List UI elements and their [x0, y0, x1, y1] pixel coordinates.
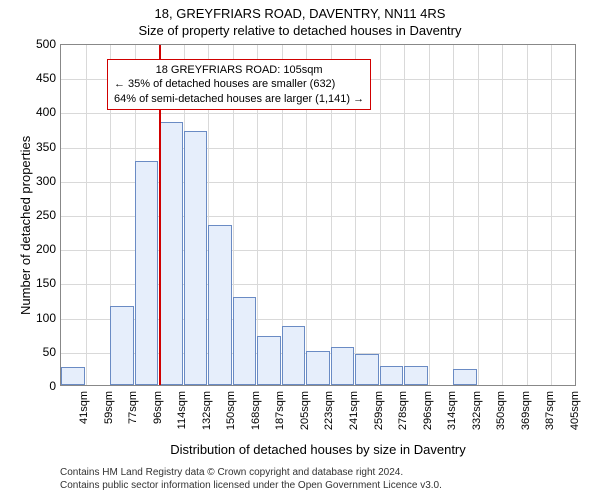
gridline-h — [61, 148, 575, 149]
gridline-v — [527, 45, 528, 385]
y-tick-label: 300 — [26, 174, 56, 188]
footer-line1: Contains HM Land Registry data © Crown c… — [60, 466, 442, 479]
x-tick-label: 241sqm — [348, 391, 360, 441]
histogram-bar — [233, 297, 257, 385]
histogram-bar — [380, 366, 404, 385]
histogram-bar — [159, 122, 183, 385]
callout-line: ← 35% of detached houses are smaller (63… — [114, 77, 364, 91]
y-tick-label: 250 — [26, 208, 56, 222]
x-tick-label: 296sqm — [422, 391, 434, 441]
y-tick-label: 50 — [26, 345, 56, 359]
histogram-bar — [208, 225, 232, 385]
y-tick-label: 100 — [26, 311, 56, 325]
x-tick-label: 77sqm — [127, 391, 139, 441]
y-tick-label: 150 — [26, 276, 56, 290]
x-tick-label: 369sqm — [520, 391, 532, 441]
x-tick-label: 314sqm — [446, 391, 458, 441]
x-tick-label: 114sqm — [176, 391, 188, 441]
gridline-h — [61, 113, 575, 114]
histogram-bar — [306, 351, 330, 385]
histogram-bar — [355, 354, 379, 385]
x-tick-label: 168sqm — [250, 391, 262, 441]
histogram-bar — [331, 347, 355, 385]
page-title-subtitle: Size of property relative to detached ho… — [0, 21, 600, 38]
x-tick-label: 132sqm — [201, 391, 213, 441]
footer-line2: Contains public sector information licen… — [60, 479, 442, 492]
histogram-bar — [61, 367, 85, 385]
histogram-bar — [135, 161, 159, 385]
x-tick-label: 187sqm — [274, 391, 286, 441]
histogram-bar — [282, 326, 306, 386]
x-tick-label: 332sqm — [471, 391, 483, 441]
x-tick-label: 41sqm — [78, 391, 90, 441]
x-tick-label: 223sqm — [323, 391, 335, 441]
y-tick-label: 200 — [26, 242, 56, 256]
gridline-v — [429, 45, 430, 385]
gridline-v — [404, 45, 405, 385]
histogram-bar — [110, 306, 134, 385]
callout-line: 18 GREYFRIARS ROAD: 105sqm — [114, 63, 364, 77]
x-tick-label: 205sqm — [299, 391, 311, 441]
x-tick-label: 96sqm — [152, 391, 164, 441]
x-tick-label: 59sqm — [103, 391, 115, 441]
footer-attribution: Contains HM Land Registry data © Crown c… — [60, 466, 442, 492]
x-axis-label: Distribution of detached houses by size … — [60, 442, 576, 457]
callout-box: 18 GREYFRIARS ROAD: 105sqm← 35% of detac… — [107, 59, 371, 110]
gridline-v — [551, 45, 552, 385]
y-tick-label: 0 — [26, 379, 56, 393]
x-tick-label: 259sqm — [373, 391, 385, 441]
callout-line: 64% of semi-detached houses are larger (… — [114, 92, 364, 106]
gridline-v — [502, 45, 503, 385]
gridline-v — [380, 45, 381, 385]
y-tick-label: 450 — [26, 71, 56, 85]
y-tick-label: 350 — [26, 140, 56, 154]
x-tick-label: 278sqm — [397, 391, 409, 441]
histogram-bar — [453, 369, 477, 385]
y-tick-label: 400 — [26, 105, 56, 119]
x-tick-label: 350sqm — [495, 391, 507, 441]
histogram-bar — [184, 131, 208, 385]
gridline-v — [453, 45, 454, 385]
x-tick-label: 405sqm — [569, 391, 581, 441]
y-tick-label: 500 — [26, 37, 56, 51]
gridline-v — [86, 45, 87, 385]
gridline-v — [478, 45, 479, 385]
page-title-address: 18, GREYFRIARS ROAD, DAVENTRY, NN11 4RS — [0, 0, 600, 21]
x-tick-label: 387sqm — [544, 391, 556, 441]
histogram-bar — [404, 366, 428, 385]
histogram-bar — [257, 336, 281, 385]
x-tick-label: 150sqm — [225, 391, 237, 441]
histogram-plot: 18 GREYFRIARS ROAD: 105sqm← 35% of detac… — [60, 44, 576, 386]
